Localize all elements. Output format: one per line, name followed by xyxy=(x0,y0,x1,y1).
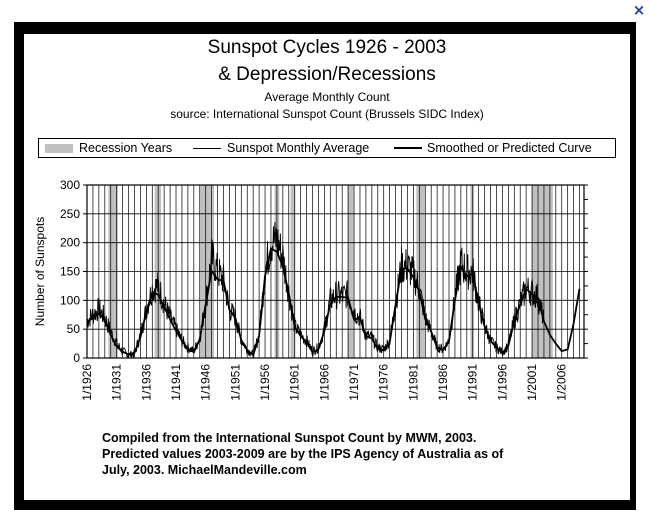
x-tick-label-0: 1/1926 xyxy=(80,364,94,401)
x-tick-label-1: 1/1931 xyxy=(110,364,124,401)
x-tick-label-12: 1/1986 xyxy=(436,364,450,401)
chart-footer: Compiled from the International Sunspot … xyxy=(102,430,582,478)
chart-legend: Recession Years Sunspot Monthly Average … xyxy=(38,138,616,158)
footer-line-1: Compiled from the International Sunspot … xyxy=(102,431,477,445)
x-tick-label-6: 1/1956 xyxy=(258,364,272,401)
footer-line-2: Predicted values 2003-2009 are by the IP… xyxy=(102,447,504,461)
chart-source: source: International Sunspot Count (Bru… xyxy=(170,107,484,121)
x-tick-label-13: 1/1991 xyxy=(466,364,480,401)
x-tick-label-15: 1/2001 xyxy=(525,364,539,401)
plot-border xyxy=(86,184,585,359)
x-tick-label-7: 1/1961 xyxy=(288,364,302,401)
x-tick-label-16: 1/2006 xyxy=(555,364,569,401)
series-monthly-line xyxy=(86,221,545,359)
x-tick-label-14: 1/1996 xyxy=(495,364,509,401)
footer-line-3: July, 2003. MichaelMandeville.com xyxy=(102,463,307,477)
x-tick-label-9: 1/1971 xyxy=(347,364,361,401)
x-tick-label-2: 1/1936 xyxy=(139,364,153,401)
x-tick-label-8: 1/1966 xyxy=(317,364,331,401)
y-tick-label-2: 100 xyxy=(60,293,80,307)
x-tick-label-11: 1/1981 xyxy=(406,364,420,401)
y-tick-label-5: 250 xyxy=(60,207,80,221)
chart-card: Sunspot Cycles 1926 - 2003 & Depression/… xyxy=(24,34,630,500)
chart-title-line2: & Depression/Recessions xyxy=(218,64,436,85)
y-tick-label-0: 0 xyxy=(73,351,80,365)
legend-monthly-swatch xyxy=(193,148,221,149)
x-tick-label-4: 1/1946 xyxy=(199,364,213,401)
y-tick-label-1: 50 xyxy=(67,322,81,336)
x-tick-label-3: 1/1941 xyxy=(169,364,183,401)
y-tick-label-3: 150 xyxy=(60,265,80,279)
legend-monthly-label: Sunspot Monthly Average xyxy=(227,141,370,155)
legend-recession-label: Recession Years xyxy=(79,141,173,155)
y-tick-label-4: 200 xyxy=(60,236,80,250)
chart-svg: 0 50 100 150 200 250 300 1/1926 1/1931 1/1936 1/19… xyxy=(33,178,588,401)
y-tick-label-6: 300 xyxy=(60,178,80,192)
y-axis-title: Number of Sunspots xyxy=(33,217,47,326)
x-tick-label-10: 1/1976 xyxy=(377,364,391,401)
chart-title: Sunspot Cycles 1926 - 2003 xyxy=(207,37,447,58)
chart-subtitle: Average Monthly Count xyxy=(264,90,390,104)
legend-smoothed-swatch xyxy=(394,147,422,149)
x-tick-label-5: 1/1951 xyxy=(228,364,242,401)
legend-smoothed-label: Smoothed or Predicted Curve xyxy=(427,141,592,155)
legend-recession-swatch xyxy=(45,144,73,153)
series-smoothed-line xyxy=(86,246,581,357)
close-icon[interactable]: × xyxy=(632,1,646,19)
